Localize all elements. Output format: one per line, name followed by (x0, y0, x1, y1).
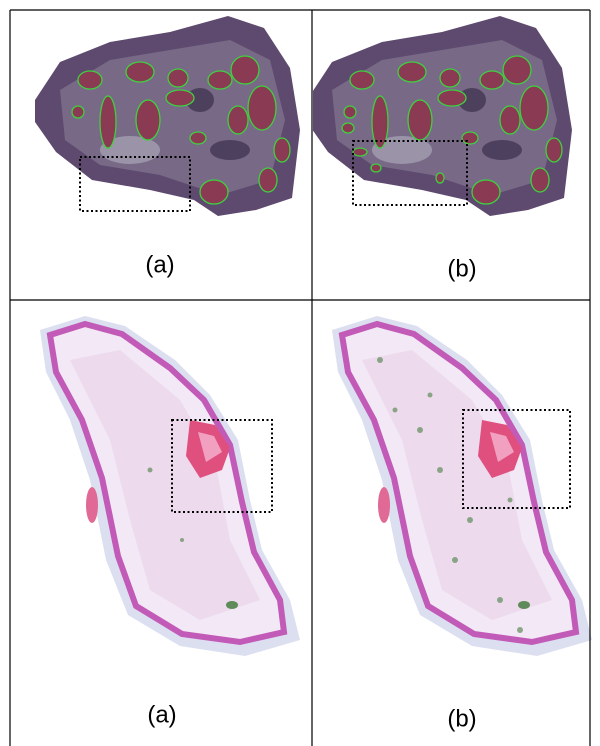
image-bottom-a (40, 316, 300, 656)
image-top-a (35, 16, 300, 216)
caption: (a) (145, 251, 174, 278)
caption: (b) (447, 255, 476, 282)
caption: (b) (447, 705, 476, 732)
figure: (a) (b) (a) (b) (0, 0, 600, 746)
caption: (a) (147, 701, 176, 728)
page: (a) (b) (a) (b) (() => { const data = JS… (0, 0, 600, 746)
image-top-b (307, 16, 572, 216)
